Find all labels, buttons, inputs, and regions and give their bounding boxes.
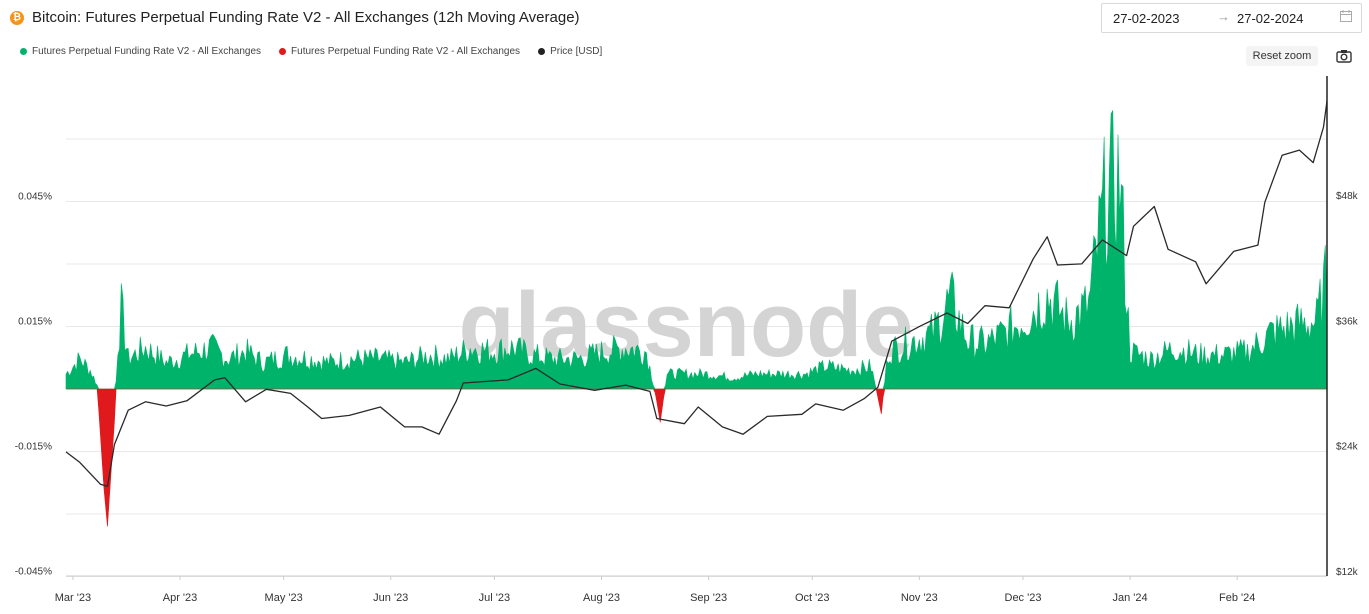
chart-header: ₿ Bitcoin: Futures Perpetual Funding Rat…	[10, 9, 580, 26]
date-end-input[interactable]: 27-02-2024	[1237, 11, 1304, 26]
legend-label: Futures Perpetual Funding Rate V2 - All …	[291, 46, 521, 57]
legend-label: Price [USD]	[550, 46, 603, 57]
x-tick-label: Oct '23	[795, 592, 830, 604]
y-axis-right: $48k $36k $24k $12k	[1336, 191, 1359, 578]
camera-icon[interactable]	[1336, 49, 1352, 63]
x-tick-label: Dec '23	[1005, 592, 1042, 604]
y-axis-left: 0.045% 0.015% -0.015% -0.045%	[15, 192, 52, 578]
legend-marker	[20, 48, 27, 55]
chart-title: Bitcoin: Futures Perpetual Funding Rate …	[32, 9, 580, 26]
y-tick-label-right: $12k	[1336, 567, 1359, 578]
legend-item-funding-positive[interactable]: Futures Perpetual Funding Rate V2 - All …	[20, 46, 261, 57]
y-tick-label-right: $36k	[1336, 316, 1359, 327]
x-tick-label: Feb '24	[1219, 592, 1255, 604]
chart-legend: Futures Perpetual Funding Rate V2 - All …	[20, 46, 602, 57]
funding-rate-negative-area	[66, 388, 1327, 527]
x-tick-label: Nov '23	[901, 592, 938, 604]
chart-axes	[66, 76, 1328, 577]
x-tick-label: May '23	[265, 592, 303, 604]
reset-zoom-button[interactable]: Reset zoom	[1246, 46, 1318, 66]
funding-rate-positive-area	[65, 110, 1328, 390]
legend-marker	[279, 48, 287, 55]
y-tick-label-right: $24k	[1336, 442, 1359, 453]
x-tick-label: Jul '23	[479, 592, 510, 604]
legend-marker	[538, 48, 546, 55]
y-tick-label-left: -0.015%	[15, 442, 52, 453]
calendar-icon[interactable]	[1340, 10, 1352, 22]
y-tick-label-left: 0.045%	[18, 192, 52, 203]
legend-item-price[interactable]: Price [USD]	[538, 46, 602, 57]
x-axis: Mar '23 Apr '23 May '23 Jun '23 Jul '23 Aug '…	[55, 576, 1255, 604]
x-tick-label: Aug '23	[583, 592, 620, 604]
date-range-picker[interactable]: 27-02-2023 → 27-02-2024	[1101, 3, 1362, 33]
legend-label: Futures Perpetual Funding Rate V2 - All …	[32, 46, 262, 57]
funding-rate-series	[65, 110, 1328, 527]
x-tick-label: Mar '23	[55, 592, 91, 604]
x-tick-label: Apr '23	[163, 592, 198, 604]
legend-item-funding-negative[interactable]: Futures Perpetual Funding Rate V2 - All …	[279, 46, 520, 57]
y-tick-label-right: $48k	[1336, 191, 1359, 202]
y-tick-label-left: 0.015%	[18, 317, 52, 328]
bitcoin-icon: ₿	[10, 10, 24, 25]
date-start-input[interactable]: 27-02-2023	[1113, 11, 1180, 26]
y-tick-label-left: -0.045%	[15, 567, 52, 578]
x-tick-label: Jan '24	[1113, 592, 1148, 604]
x-tick-label: Jun '23	[373, 592, 408, 604]
x-tick-label: Sep '23	[690, 592, 727, 604]
arrow-right-icon: →	[1217, 9, 1230, 24]
price-line	[65, 100, 1328, 488]
price-series	[65, 100, 1328, 488]
